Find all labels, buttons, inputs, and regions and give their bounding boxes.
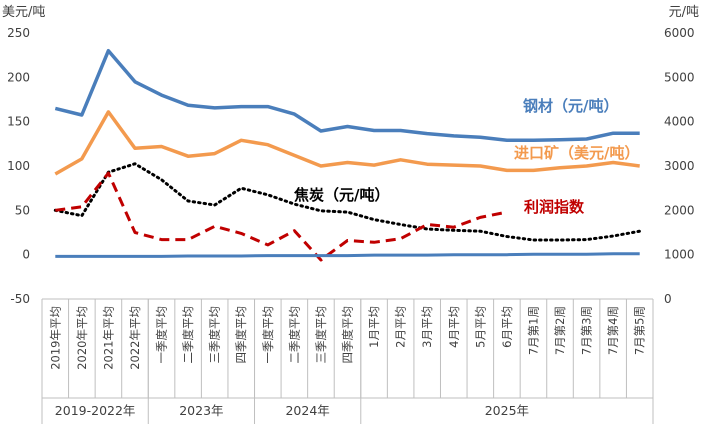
- right-axis-unit: 元/吨: [669, 5, 699, 20]
- category-label: 四季度平均: [341, 306, 355, 364]
- left-tick-label: 100: [7, 159, 30, 173]
- category-label: 7月第3周: [580, 306, 594, 355]
- category-label: 三季度平均: [314, 306, 328, 364]
- category-label: 1月平均: [367, 306, 381, 348]
- category-label: 一季度平均: [261, 306, 275, 364]
- right-tick-label: 0: [664, 292, 672, 306]
- series-label-0: 钢材（元/吨）: [523, 97, 618, 115]
- group-label: 2024年: [285, 403, 329, 418]
- left-tick-label: 50: [15, 203, 30, 217]
- series-line-3: [55, 171, 508, 262]
- right-tick-label: 6000: [664, 26, 695, 40]
- category-label: 2020年平均: [75, 306, 89, 370]
- right-tick-label: 1000: [664, 248, 695, 262]
- category-label: 7月第5周: [633, 306, 647, 355]
- category-label: 7月第4周: [606, 306, 620, 355]
- group-label: 2019-2022年: [55, 403, 136, 418]
- series-line-0: [54, 48, 640, 143]
- category-label: 四季度平均: [234, 306, 248, 364]
- series-label-2: 焦炭（元/吨）: [293, 186, 389, 204]
- category-label: 二季度平均: [287, 306, 301, 364]
- category-label: 2019年平均: [48, 306, 62, 370]
- axes: 美元/吨 元/吨 -50 0 50 100 150 200 250 0 1000 2000 3000 40…: [2, 5, 699, 424]
- category-label: 三季度平均: [208, 306, 222, 364]
- category-label: 2021年平均: [101, 306, 115, 370]
- left-tick-label: 150: [7, 115, 30, 129]
- series-layer: [53, 48, 642, 262]
- category-label: 7月第2周: [553, 306, 567, 355]
- left-tick-label: 250: [7, 26, 30, 40]
- category-label: 3月平均: [420, 306, 434, 348]
- category-label: 5月平均: [473, 306, 487, 348]
- series-label-3: 利润指数: [524, 198, 585, 216]
- series-line-4: [55, 252, 640, 258]
- category-label: 一季度平均: [155, 306, 169, 364]
- series-label-1: 进口矿（美元/吨）: [514, 144, 639, 162]
- category-label: 6月平均: [500, 306, 514, 348]
- group-label: 2023年: [179, 403, 223, 418]
- left-tick-label: -50: [10, 292, 30, 306]
- series-labels: 钢材（元/吨） 进口矿（美元/吨） 焦炭（元/吨） 利润指数: [293, 97, 639, 216]
- left-tick-label: 0: [22, 248, 30, 262]
- right-tick-label: 4000: [664, 115, 695, 129]
- category-label: 4月平均: [447, 306, 461, 348]
- left-tick-label: 200: [7, 70, 30, 84]
- group-label: 2025年: [485, 403, 529, 418]
- right-tick-label: 5000: [664, 70, 695, 84]
- category-label: 2月平均: [394, 306, 408, 348]
- category-label: 7月第1周: [526, 306, 540, 355]
- right-tick-label: 3000: [664, 159, 695, 173]
- left-axis-unit: 美元/吨: [2, 5, 45, 20]
- series-line-1: [54, 110, 640, 176]
- right-tick-label: 2000: [664, 203, 695, 217]
- series-line-2: [53, 162, 642, 242]
- category-label: 2022年平均: [128, 306, 142, 370]
- category-label: 二季度平均: [181, 306, 195, 364]
